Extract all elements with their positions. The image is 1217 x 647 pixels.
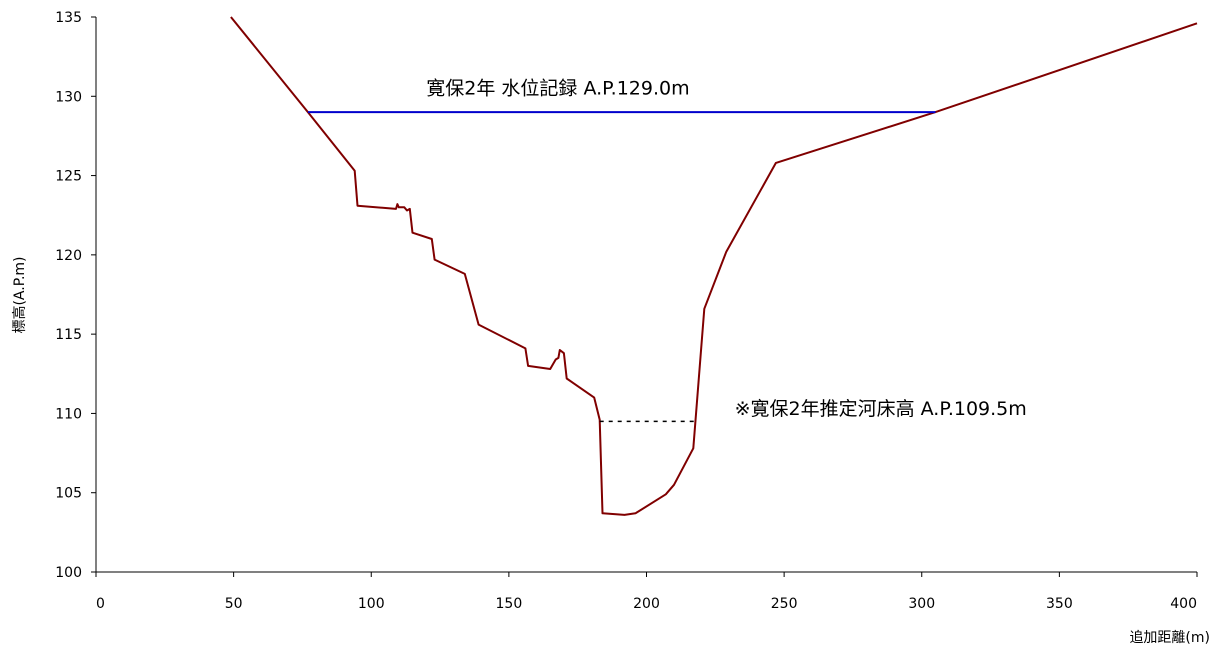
y-tick-label: 115: [55, 327, 82, 343]
x-tick-label: 100: [358, 596, 385, 612]
x-tick-label: 200: [633, 596, 660, 612]
y-tick-label: 125: [55, 169, 82, 185]
y-axis-title: 標高(A.P.m): [11, 256, 28, 333]
x-axis-title: 追加距離(m): [1129, 629, 1210, 646]
x-tick-label: 300: [908, 596, 935, 612]
x-tick-label: 150: [496, 596, 523, 612]
y-tick-label: 100: [55, 565, 82, 581]
axes: 100 105 110 115 120 125 130 135 0 50 100 150 200 250 3…: [55, 10, 1197, 612]
annotations-layer: 寛保2年 水位記録 A.P.129.0m ※寛保2年推定河床高 A.P.109.5…: [426, 78, 1026, 420]
ground-profile-line: [231, 17, 1197, 515]
x-tick-label: 400: [1170, 596, 1197, 612]
y-tick-label: 110: [55, 406, 82, 422]
x-tick-label: 0: [96, 596, 105, 612]
series-layer: [231, 17, 1197, 515]
y-tick-label: 120: [55, 248, 82, 264]
y-tick-label: 130: [55, 89, 82, 105]
riverbed-annotation: ※寛保2年推定河床高 A.P.109.5m: [735, 398, 1027, 420]
water-level-annotation: 寛保2年 水位記録 A.P.129.0m: [426, 78, 689, 100]
y-tick-label: 135: [55, 10, 82, 26]
x-tick-label: 350: [1046, 596, 1073, 612]
y-tick-label: 105: [55, 486, 82, 502]
x-tick-label: 50: [225, 596, 243, 612]
x-tick-label: 250: [771, 596, 798, 612]
